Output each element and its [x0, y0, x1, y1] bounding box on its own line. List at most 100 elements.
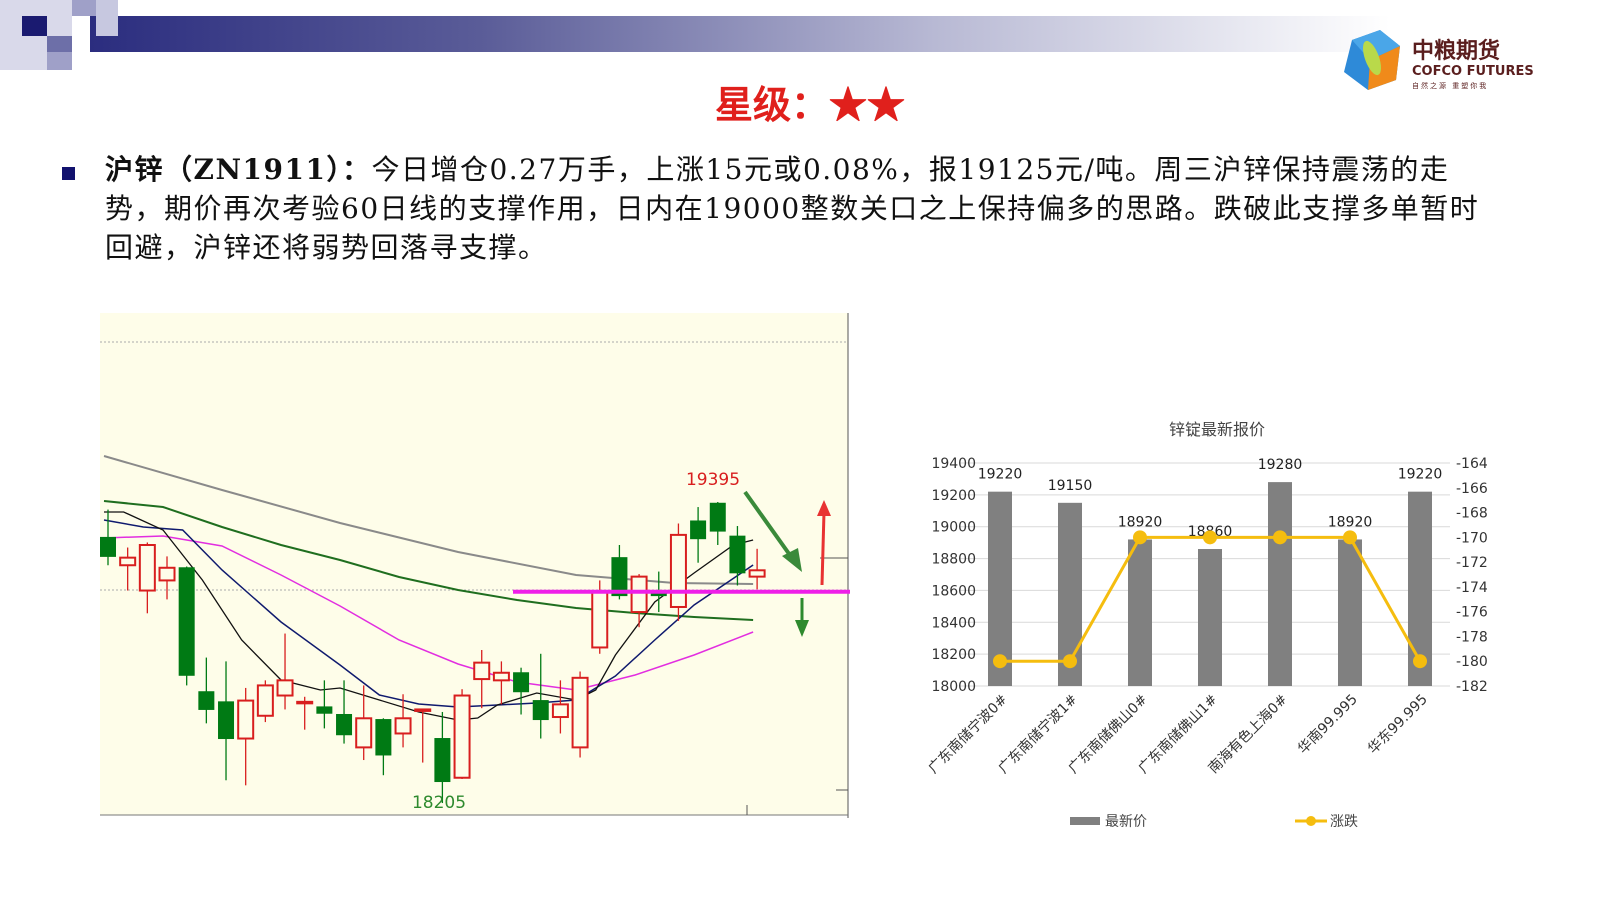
candle [316, 680, 333, 729]
candle-body [729, 535, 746, 574]
candle-body [492, 671, 510, 682]
candle-body [690, 520, 707, 540]
bar-data-label: 19220 [978, 467, 1023, 483]
candle [748, 548, 766, 590]
bar-data-label: 18920 [1118, 514, 1163, 530]
bar-data-label: 19220 [1398, 467, 1443, 483]
y-right-tick-label: -166 [1456, 481, 1488, 497]
x-category-label: 华南99.995 [1295, 692, 1361, 758]
decor-square [72, 0, 96, 16]
y-right-tick-label: -170 [1456, 530, 1488, 546]
candle [158, 556, 176, 600]
zinc-price-chart: 锌锭最新报价 19400 19200 19000 18800 18600 18400 182… [925, 420, 1488, 830]
y-left-tick-label: 18600 [931, 583, 976, 599]
candle [218, 661, 235, 781]
y-left-tick-label: 18200 [931, 647, 976, 663]
candle-body [100, 536, 116, 557]
change-point [993, 654, 1007, 669]
header-gradient-band [90, 16, 1390, 52]
y-right-tick-label: -176 [1456, 605, 1488, 621]
candle [434, 711, 451, 804]
candle-body [375, 719, 392, 756]
down-arrow-icon [795, 598, 809, 637]
bar-data-label: 18920 [1328, 514, 1373, 530]
logo-cn: 中粮期货 [1412, 38, 1500, 64]
bar-data-label: 19280 [1258, 457, 1303, 473]
price-bar [1338, 539, 1362, 686]
candle-body [748, 569, 766, 578]
candle-body [218, 701, 235, 740]
candle [532, 653, 549, 739]
y-right-tick-label: -164 [1456, 456, 1488, 472]
analysis-text: 今日增仓0.27万手，上涨15元或0.08%，报19125元/吨。周三沪锌保持震… [105, 153, 1480, 264]
cofco-logo: 中粮期货 COFCO FUTURES 自然之源 重塑你我 [1340, 28, 1550, 98]
candle-body [336, 713, 353, 736]
candle [336, 680, 353, 744]
candle [669, 523, 687, 621]
candle [513, 667, 530, 715]
candle [551, 680, 569, 734]
candle [630, 574, 648, 628]
candle [709, 502, 726, 546]
y-left-tick-label: 18000 [931, 679, 976, 695]
candle-body [453, 694, 471, 779]
change-point [1273, 530, 1287, 545]
candle [453, 689, 471, 780]
x-category-label: 华东99.995 [1365, 692, 1431, 758]
bar-data-label: 19150 [1048, 478, 1093, 494]
candle [355, 685, 373, 761]
legend-bar-label: 最新价 [1105, 814, 1147, 830]
decor-square [22, 16, 47, 36]
legend-line-marker [1306, 816, 1316, 826]
candle [394, 694, 412, 748]
candle [119, 547, 137, 591]
down-arrow-diagonal-icon [743, 490, 802, 572]
candle-body [355, 717, 373, 749]
candle [138, 542, 156, 614]
price-bar [1198, 549, 1222, 686]
y-right-tick-label: -182 [1456, 679, 1488, 695]
change-point [1343, 530, 1357, 545]
moving-average-line [103, 535, 754, 691]
logo-en: COFCO FUTURES [1412, 64, 1534, 79]
candle-body [414, 708, 432, 712]
candle [178, 566, 195, 686]
decor-square [47, 36, 72, 52]
candle [571, 671, 589, 758]
price-bar [988, 491, 1012, 686]
kline-chart: 19395 18205 [100, 313, 850, 818]
candle-body [591, 590, 609, 649]
candle [198, 657, 215, 724]
candle-body [256, 684, 274, 717]
rating-stars: ★★ [829, 82, 906, 127]
price-bar [1128, 539, 1152, 686]
candle-body [198, 691, 215, 710]
analysis-paragraph: 沪锌（ZN1911）：今日增仓0.27万手，上涨15元或0.08%，报19125… [105, 150, 1505, 267]
candle-body [513, 672, 530, 693]
candle [690, 507, 707, 563]
y-left-tick-label: 19000 [931, 520, 976, 536]
y-right-tick-label: -168 [1456, 506, 1488, 522]
decor-square [47, 52, 72, 70]
y-right-tick-label: -180 [1456, 654, 1488, 670]
candle-body [571, 676, 589, 749]
y-left-tick-label: 18400 [931, 615, 976, 631]
change-point [1133, 530, 1147, 545]
candle-body [158, 566, 176, 582]
candle [276, 633, 294, 710]
candle-body [434, 738, 451, 783]
candle [237, 687, 255, 786]
candle [256, 680, 274, 723]
candle [492, 661, 510, 705]
candle-body [237, 699, 255, 740]
candle-body [709, 502, 726, 532]
candle-body [296, 700, 314, 705]
candle-body [473, 661, 491, 681]
candle [100, 509, 116, 566]
up-arrow-icon [817, 500, 831, 586]
candle-body [630, 575, 648, 614]
candle [729, 526, 746, 586]
high-annotation: 19395 [686, 470, 740, 490]
candle-body [551, 703, 569, 719]
y-right-tick-label: -174 [1456, 580, 1488, 596]
